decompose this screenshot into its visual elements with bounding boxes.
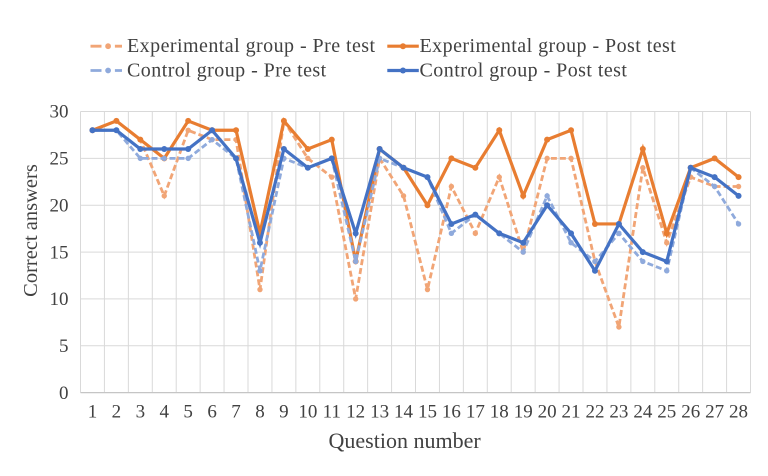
svg-text:13: 13 xyxy=(370,402,389,423)
svg-text:Experimental group - Pre test: Experimental group - Pre test xyxy=(127,35,376,57)
svg-text:28: 28 xyxy=(729,402,748,423)
svg-text:15: 15 xyxy=(418,402,437,423)
svg-text:2: 2 xyxy=(112,402,122,423)
svg-text:3: 3 xyxy=(136,402,146,423)
svg-text:24: 24 xyxy=(633,402,653,423)
svg-text:Correct answers: Correct answers xyxy=(20,164,42,297)
svg-text:22: 22 xyxy=(585,402,604,423)
svg-text:9: 9 xyxy=(279,402,289,423)
svg-text:21: 21 xyxy=(562,402,581,423)
svg-text:27: 27 xyxy=(705,402,724,423)
svg-text:23: 23 xyxy=(609,402,628,423)
svg-text:Control group - Post test: Control group - Post test xyxy=(420,59,628,81)
svg-text:12: 12 xyxy=(346,402,365,423)
svg-text:20: 20 xyxy=(538,402,557,423)
svg-text:1: 1 xyxy=(88,402,98,423)
svg-text:20: 20 xyxy=(50,195,69,216)
svg-text:6: 6 xyxy=(207,402,217,423)
svg-text:5: 5 xyxy=(59,336,69,357)
svg-text:18: 18 xyxy=(490,402,509,423)
svg-text:14: 14 xyxy=(394,402,414,423)
svg-text:4: 4 xyxy=(160,402,170,423)
svg-text:19: 19 xyxy=(514,402,533,423)
svg-text:30: 30 xyxy=(50,102,69,123)
svg-text:25: 25 xyxy=(50,149,69,170)
svg-text:Experimental group - Post test: Experimental group - Post test xyxy=(420,35,677,57)
svg-text:7: 7 xyxy=(231,402,241,423)
svg-text:Control group - Pre test: Control group - Pre test xyxy=(127,59,327,81)
svg-text:15: 15 xyxy=(50,242,69,263)
svg-text:10: 10 xyxy=(298,402,317,423)
svg-text:5: 5 xyxy=(183,402,193,423)
svg-text:26: 26 xyxy=(681,402,700,423)
svg-text:25: 25 xyxy=(657,402,676,423)
svg-text:17: 17 xyxy=(466,402,485,423)
svg-text:10: 10 xyxy=(50,289,69,310)
svg-text:0: 0 xyxy=(59,383,69,404)
svg-text:11: 11 xyxy=(323,402,341,423)
svg-text:16: 16 xyxy=(442,402,461,423)
svg-text:Question number: Question number xyxy=(329,428,482,453)
svg-text:8: 8 xyxy=(255,402,265,423)
